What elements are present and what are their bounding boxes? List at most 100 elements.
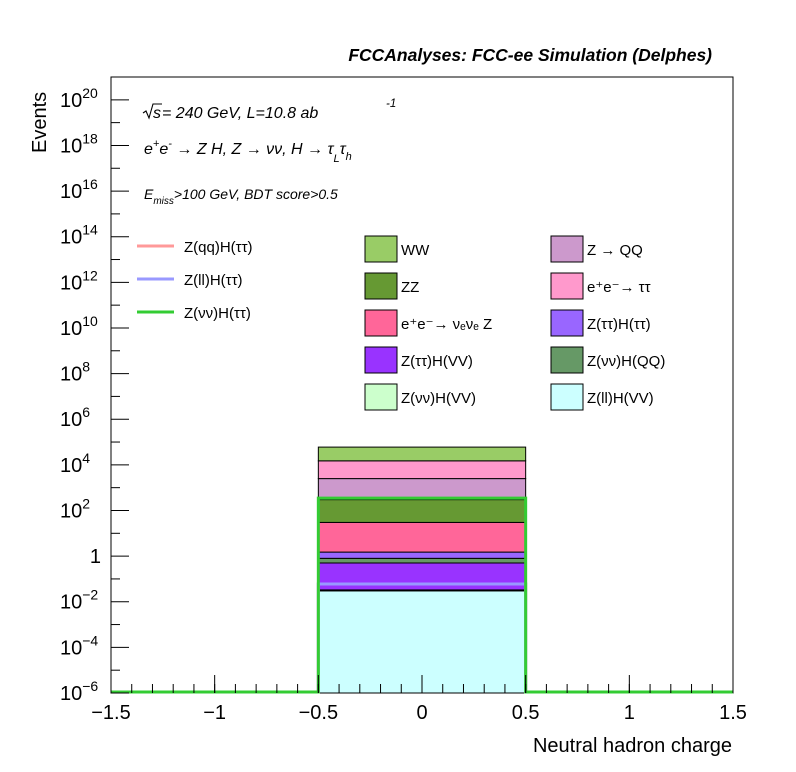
legend-box-label: WW — [401, 242, 430, 259]
process-annotation-c: → Z H, Z → νν, H → τ — [172, 141, 335, 158]
y-tick-label-exponent: 4 — [82, 450, 90, 466]
bar-segment-e-e-e-e-z — [317, 521, 527, 553]
y-tick-label-exponent: 6 — [82, 404, 90, 420]
y-tick-label: 1012 — [60, 267, 98, 294]
header-title: FCCAnalyses: FCC-ee Simulation (Delphes) — [348, 45, 712, 65]
y-tick-label-exponent: 2 — [82, 495, 90, 511]
y-tick-label-base: 10 — [60, 272, 82, 294]
x-tick-label: 1.5 — [719, 702, 747, 724]
x-tick-label: −1 — [203, 702, 226, 724]
y-tick-label: 1020 — [60, 85, 98, 112]
legend-box-label: ZZ — [401, 279, 419, 296]
selection-annotation-a: E — [144, 186, 154, 202]
y-tick-label: 108 — [60, 359, 90, 386]
legend-box-label: e⁺e⁻→ ττ — [587, 279, 651, 296]
legend-swatch — [550, 235, 584, 263]
y-tick-label: 10−2 — [60, 587, 98, 614]
y-tick-label-base: 10 — [60, 500, 82, 522]
energy-annotation-text: = 240 GeV, L=10.8 ab — [162, 105, 318, 122]
process-annotation: e+e- → Z H, Z → νν, H → τLτh — [144, 138, 352, 165]
y-tick-label-exponent: 20 — [82, 85, 98, 101]
y-tick-label-exponent: 14 — [82, 222, 98, 238]
y-tick-label: 1010 — [60, 313, 98, 340]
y-tick-label-exponent: −4 — [82, 632, 98, 648]
process-annotation-d-sub: L — [333, 153, 339, 165]
legend-line-label: Z(ll)H(ττ) — [184, 272, 243, 289]
energy-annotation-exponent: -1 — [386, 98, 396, 110]
y-tick-label-base: 10 — [60, 455, 82, 477]
signal-lines — [111, 496, 733, 694]
y-axis-label: Events — [29, 92, 51, 153]
legend-swatch — [550, 383, 584, 411]
selection-annotation-a-sub: miss — [153, 196, 174, 207]
y-tick-label-base: 10 — [60, 637, 82, 659]
y-tick-label: 1018 — [60, 130, 98, 157]
bar-segment-z-h-vv — [317, 562, 527, 591]
y-tick-label: 10−4 — [60, 632, 98, 659]
legend-line-label: Z(qq)H(ττ) — [184, 239, 253, 256]
legend-swatch — [550, 309, 584, 337]
y-tick-label-exponent: 12 — [82, 267, 98, 283]
x-tick-label: 0 — [416, 702, 427, 724]
y-tick-label: 1 — [90, 546, 101, 568]
energy-annotation: s = 240 GeV, L=10.8 ab -1 — [142, 98, 396, 122]
x-tick-label: −0.5 — [299, 702, 338, 724]
y-tick-label-exponent: −2 — [82, 587, 98, 603]
y-tick-label-base: 10 — [60, 90, 82, 112]
bar-segment-z-h — [317, 551, 527, 559]
x-tick-label: 0.5 — [512, 702, 540, 724]
bar-segment-z-qq — [317, 478, 527, 501]
y-tick-label-base: 10 — [60, 181, 82, 203]
y-tick-label-base: 10 — [60, 318, 82, 340]
y-tick-label-exponent: 16 — [82, 176, 98, 192]
x-axis-label: Neutral hadron charge — [533, 735, 732, 757]
process-annotation-e: τ — [340, 141, 347, 158]
x-tick-label: −1.5 — [91, 702, 130, 724]
process-annotation-b: e — [159, 141, 168, 158]
sqrt-symbol — [142, 103, 162, 120]
bar-segment-z-h-qq — [317, 557, 527, 564]
legend-swatch — [550, 272, 584, 300]
y-tick-label-base: 10 — [60, 409, 82, 431]
energy-annotation-s: s — [153, 105, 161, 122]
y-tick-label-exponent: −6 — [82, 678, 98, 694]
y-tick-label-base: 10 — [60, 683, 82, 705]
x-tick-label: 1 — [624, 702, 635, 724]
y-tick-label-base: 10 — [60, 592, 82, 614]
y-tick-label: 1014 — [60, 222, 98, 249]
legend: Z(qq)H(ττ) Z(ll)H(ττ) Z(νν)H(ττ) WW ZZ e⁺e⁻→ … — [137, 235, 665, 411]
y-tick-label: 10−6 — [60, 678, 98, 705]
y-tick-label: 106 — [60, 404, 90, 431]
process-annotation-a: e — [144, 141, 153, 158]
y-tick-label: 102 — [60, 495, 90, 522]
y-tick-label: 104 — [60, 450, 90, 477]
y-tick-label-exponent: 10 — [82, 313, 98, 329]
process-annotation-a-sup: + — [153, 138, 160, 150]
selection-annotation: Emiss>100 GeV, BDT score>0.5 — [144, 186, 338, 207]
axes: −1.5 −1 −0.5 0 0.5 1 1.510−610−410−21102104106… — [60, 76, 747, 724]
y-tick-label-exponent: 18 — [82, 130, 98, 146]
legend-box-label: Z(ττ)H(VV) — [401, 353, 473, 370]
legend-box-label: Z(νν)H(VV) — [401, 390, 476, 407]
y-tick-label-base: 10 — [60, 227, 82, 249]
legend-swatch — [550, 346, 584, 374]
legend-box-label: Z(ττ)H(ττ) — [587, 316, 651, 333]
process-annotation-f-sub: h — [346, 151, 352, 163]
process-annotation-b-sup: - — [168, 138, 172, 150]
legend-swatch — [364, 346, 398, 374]
bar-segment-ww — [317, 446, 527, 462]
legend-swatch — [364, 272, 398, 300]
bar-segment-zz — [317, 499, 527, 523]
bar-segment-e-e — [317, 460, 527, 480]
legend-swatch — [364, 383, 398, 411]
legend-box-label: Z(νν)H(QQ) — [587, 353, 665, 370]
legend-swatch — [364, 235, 398, 263]
signal-line-z-h — [111, 496, 733, 694]
selection-annotation-b: >100 GeV, BDT score>0.5 — [174, 186, 338, 202]
y-tick-label-exponent: 8 — [82, 359, 90, 375]
legend-line-label: Z(νν)H(ττ) — [184, 305, 251, 322]
y-tick-label-base: 10 — [60, 135, 82, 157]
stacked-bars — [317, 446, 527, 694]
y-tick-label-base: 10 — [60, 364, 82, 386]
